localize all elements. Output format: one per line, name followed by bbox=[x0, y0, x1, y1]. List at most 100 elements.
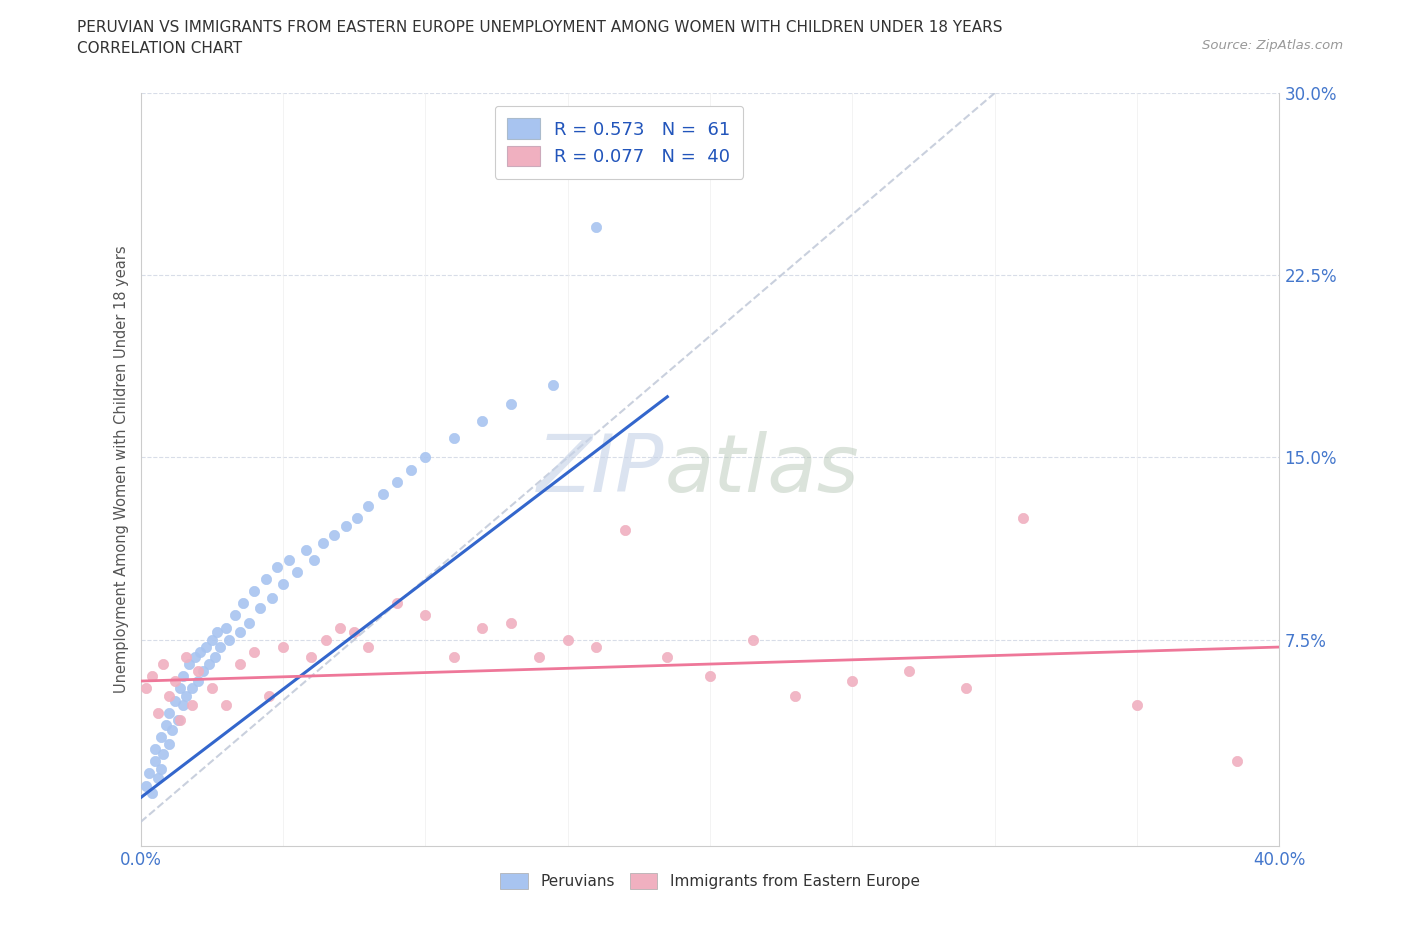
Point bbox=[160, 723, 183, 737]
Point bbox=[955, 681, 977, 696]
Point bbox=[174, 649, 197, 664]
Point bbox=[146, 771, 169, 786]
Point bbox=[141, 786, 163, 801]
Point bbox=[357, 640, 380, 655]
Point bbox=[415, 450, 437, 465]
Point bbox=[315, 632, 337, 647]
Point bbox=[499, 396, 522, 411]
Point bbox=[585, 640, 607, 655]
Point bbox=[301, 649, 323, 664]
Point bbox=[254, 572, 277, 587]
Point bbox=[585, 219, 607, 234]
Point bbox=[146, 705, 169, 720]
Point bbox=[613, 523, 636, 538]
Point bbox=[163, 693, 186, 708]
Point bbox=[157, 737, 180, 751]
Point bbox=[186, 673, 209, 688]
Point bbox=[243, 584, 266, 599]
Point bbox=[180, 698, 202, 712]
Legend: Peruvians, Immigrants from Eastern Europe: Peruvians, Immigrants from Eastern Europ… bbox=[495, 867, 925, 896]
Point bbox=[471, 620, 494, 635]
Point bbox=[177, 657, 200, 671]
Point bbox=[143, 754, 166, 769]
Point bbox=[304, 552, 326, 567]
Point bbox=[152, 747, 174, 762]
Point bbox=[195, 640, 218, 655]
Point bbox=[443, 649, 465, 664]
Point bbox=[285, 565, 308, 579]
Point bbox=[385, 596, 408, 611]
Point bbox=[172, 698, 194, 712]
Point bbox=[529, 649, 551, 664]
Text: Source: ZipAtlas.com: Source: ZipAtlas.com bbox=[1202, 39, 1343, 52]
Point bbox=[149, 729, 172, 744]
Point bbox=[149, 761, 172, 776]
Point bbox=[166, 712, 188, 727]
Point bbox=[229, 657, 252, 671]
Point bbox=[266, 560, 288, 575]
Point bbox=[385, 474, 408, 489]
Point bbox=[207, 625, 229, 640]
Point bbox=[271, 577, 294, 591]
Point bbox=[215, 698, 238, 712]
Point bbox=[249, 601, 271, 616]
Point bbox=[841, 673, 863, 688]
Point bbox=[138, 766, 160, 781]
Point bbox=[257, 688, 280, 703]
Point bbox=[183, 649, 205, 664]
Point bbox=[190, 644, 212, 659]
Point bbox=[294, 542, 316, 557]
Point bbox=[499, 616, 522, 631]
Point bbox=[157, 705, 180, 720]
Point bbox=[557, 632, 579, 647]
Text: ZIP: ZIP bbox=[537, 431, 665, 509]
Point bbox=[657, 649, 679, 664]
Point bbox=[193, 664, 215, 679]
Point bbox=[174, 688, 197, 703]
Point bbox=[271, 640, 294, 655]
Point bbox=[898, 664, 921, 679]
Point bbox=[201, 632, 224, 647]
Point bbox=[243, 644, 266, 659]
Point bbox=[346, 511, 368, 525]
Point bbox=[229, 625, 252, 640]
Point bbox=[443, 431, 465, 445]
Point bbox=[209, 640, 232, 655]
Point bbox=[224, 608, 246, 623]
Point bbox=[204, 649, 226, 664]
Point bbox=[323, 528, 346, 543]
Point bbox=[169, 712, 191, 727]
Point bbox=[371, 486, 394, 501]
Point bbox=[135, 778, 157, 793]
Point bbox=[329, 620, 352, 635]
Point bbox=[471, 414, 494, 429]
Text: PERUVIAN VS IMMIGRANTS FROM EASTERN EUROPE UNEMPLOYMENT AMONG WOMEN WITH CHILDRE: PERUVIAN VS IMMIGRANTS FROM EASTERN EURO… bbox=[77, 20, 1002, 35]
Point bbox=[238, 616, 260, 631]
Point bbox=[186, 664, 209, 679]
Point bbox=[543, 378, 565, 392]
Point bbox=[1126, 698, 1149, 712]
Point bbox=[198, 657, 221, 671]
Point bbox=[152, 657, 174, 671]
Point bbox=[312, 535, 335, 550]
Point bbox=[180, 681, 202, 696]
Point bbox=[163, 673, 186, 688]
Text: atlas: atlas bbox=[665, 431, 859, 509]
Point bbox=[143, 741, 166, 756]
Point bbox=[699, 669, 721, 684]
Point bbox=[357, 498, 380, 513]
Point bbox=[141, 669, 163, 684]
Point bbox=[785, 688, 807, 703]
Point bbox=[215, 620, 238, 635]
Point bbox=[135, 681, 157, 696]
Point bbox=[277, 552, 299, 567]
Point bbox=[218, 632, 240, 647]
Point bbox=[155, 717, 177, 732]
Y-axis label: Unemployment Among Women with Children Under 18 years: Unemployment Among Women with Children U… bbox=[114, 246, 129, 694]
Point bbox=[343, 625, 366, 640]
Point bbox=[1226, 754, 1249, 769]
Point bbox=[157, 688, 180, 703]
Point bbox=[1012, 511, 1035, 525]
Point bbox=[335, 518, 357, 533]
Point bbox=[415, 608, 437, 623]
